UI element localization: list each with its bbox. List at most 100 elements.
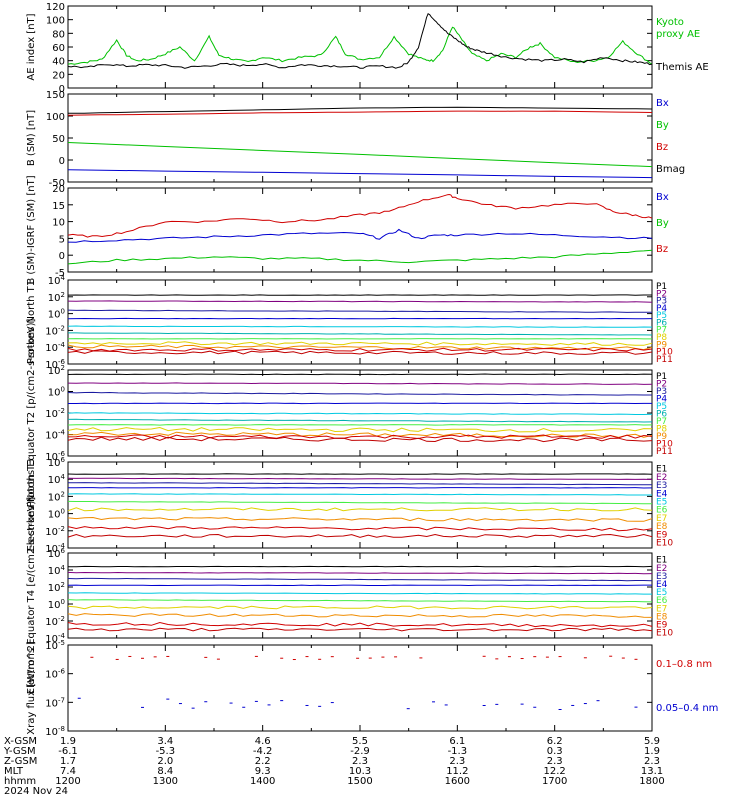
y-tick-label: 10-6	[45, 668, 65, 681]
y-tick-label: 100	[48, 598, 65, 611]
y-tick-label: -5	[55, 268, 65, 279]
legend-by: By	[656, 120, 669, 131]
y-tick-label: 120	[46, 2, 65, 13]
series-E2	[67, 477, 653, 480]
x-row-value: 7.4	[60, 766, 76, 777]
legend-p8: P8	[656, 424, 667, 434]
x-row-value: 2.2	[255, 756, 271, 767]
legend-p7: P7	[656, 417, 667, 427]
legend-e8: E8	[656, 612, 668, 622]
y-tick-label: 10-6	[45, 358, 65, 371]
series-E6	[67, 599, 653, 603]
panel-8-ylabel: Xray flux [W/m^2]	[26, 641, 37, 735]
legend-e5: E5	[656, 498, 667, 508]
legend-p1: P1	[656, 372, 667, 382]
x-row-value: -6.1	[58, 746, 78, 757]
x-row-value: 1800	[639, 776, 664, 787]
legend-p10: P10	[656, 439, 673, 449]
series-By	[67, 249, 653, 265]
legend-e10: E10	[656, 629, 673, 639]
legend-e6: E6	[656, 596, 668, 606]
legend-p9: P9	[656, 432, 667, 442]
x-row-value: 13.1	[641, 766, 663, 777]
y-tick-label: 102	[48, 291, 65, 304]
y-tick-label: 60	[52, 43, 65, 54]
x-row-label-y-gsm: Y-GSM	[3, 746, 36, 757]
panel-2-frame	[67, 93, 653, 183]
legend-bmag: Bmag	[656, 164, 685, 175]
series-E6	[67, 500, 653, 505]
y-tick-label: 106	[48, 547, 66, 560]
series-P5	[67, 325, 653, 328]
y-tick-label: 102	[48, 581, 65, 594]
panel-2-ylabel: B (SM) [nT]	[26, 110, 37, 166]
series-E2	[67, 571, 653, 575]
legend-kyoto: Kyoto	[656, 17, 684, 28]
series-E3	[68, 482, 653, 486]
series-Themis-AE	[67, 12, 653, 69]
series-By	[67, 142, 653, 168]
legend-by: By	[656, 218, 669, 229]
legend-e6: E6	[656, 506, 668, 516]
x-row-value: 1600	[445, 776, 470, 787]
y-tick-label: 100	[48, 508, 65, 521]
legend-p2: P2	[656, 289, 667, 299]
x-row-value: 5.9	[644, 736, 660, 747]
legend-e1: E1	[656, 465, 667, 475]
x-row-value: 8.4	[157, 766, 173, 777]
y-tick-label: 10-6	[45, 450, 65, 463]
y-tick-label: 10-2	[45, 525, 65, 538]
y-tick-label: 10-4	[45, 341, 65, 354]
x-row-value: 9.3	[255, 766, 271, 777]
series-E8	[67, 516, 653, 522]
series-P3	[67, 391, 652, 396]
panel-7-ylabel: Electrons Equator T4 [e/(cm2-s-sr-keV)]	[26, 497, 37, 694]
legend-e1: E1	[656, 556, 667, 566]
y-tick-label: 50	[52, 134, 65, 145]
series-E7	[67, 507, 653, 512]
legend-e10: E10	[656, 539, 673, 549]
legend-e2: E2	[656, 473, 667, 483]
legend-p11: P11	[656, 447, 673, 457]
series-P2	[67, 382, 653, 385]
legend-p5: P5	[656, 311, 667, 321]
series-Bx	[67, 169, 653, 179]
x-row-value: 2.3	[449, 756, 465, 767]
y-tick-label: 10-4	[45, 429, 65, 442]
legend-e3: E3	[656, 481, 667, 491]
x-row-value: 12.2	[544, 766, 566, 777]
panel-1-ylabel: AE index [nT]	[26, 13, 37, 80]
legend-p10: P10	[656, 348, 673, 358]
y-tick-label: -50	[49, 178, 65, 189]
legend-p6: P6	[656, 409, 667, 419]
series-P3	[67, 309, 653, 313]
y-tick-label: 100	[48, 386, 65, 399]
series-P9	[67, 344, 653, 351]
y-tick-label: 150	[46, 90, 65, 101]
x-row-value: 2.0	[157, 756, 173, 767]
series-Bz	[67, 193, 653, 238]
legend-p1: P1	[656, 282, 667, 292]
legend-proxy-ae: proxy AE	[656, 29, 700, 40]
y-tick-label: 10-2	[45, 615, 65, 628]
x-row-label-hhmm: hhmm	[4, 776, 36, 787]
series-E8	[67, 613, 653, 618]
y-tick-label: 10-8	[45, 725, 65, 738]
legend-p7: P7	[656, 326, 667, 336]
y-tick-label: 10-5	[45, 639, 65, 652]
y-tick-label: 10-7	[45, 696, 65, 709]
legend-p9: P9	[656, 340, 667, 350]
legend-xray-long: 0.1–0.8 nm	[656, 659, 712, 670]
series-P6	[67, 418, 653, 423]
series-E7	[67, 605, 653, 610]
series-P11	[67, 436, 653, 443]
y-tick-label: 104	[48, 564, 66, 577]
legend-p3: P3	[656, 297, 667, 307]
panel-5-ylabel: Protons Equator T2 [p/(cm2-s-sr-keV)]	[26, 318, 37, 507]
y-tick-label: 15	[52, 201, 65, 212]
panel-3-ylabel: B (SM)-IGRF (SM) [nT]	[26, 175, 37, 284]
x-row-label-mlt: MLT	[4, 766, 24, 777]
x-row-value: 1.9	[644, 746, 660, 757]
x-row-value: -1.3	[448, 746, 468, 757]
x-row-value: 1400	[250, 776, 275, 787]
